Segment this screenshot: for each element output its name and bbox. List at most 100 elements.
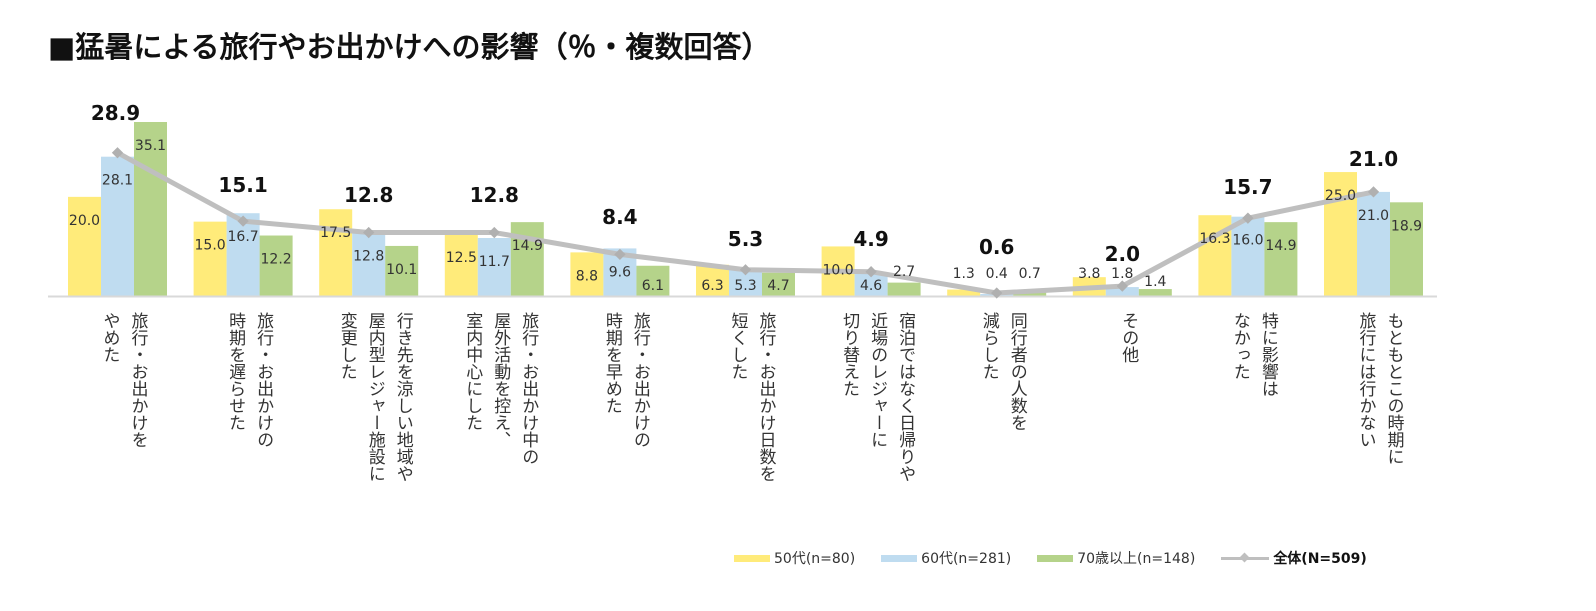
legend-label-50s: 50代(n=80): [774, 551, 856, 567]
chart-title: ■猛暑による旅行やお出かけへの影響（％・複数回答）: [48, 30, 771, 64]
total-marker: [488, 226, 500, 239]
bar-value-label: 6.3: [701, 278, 723, 294]
bar-value-label: 25.0: [1325, 188, 1356, 204]
total-value-label: 21.0: [1349, 147, 1398, 171]
legend-item-50s: 50代(n=80): [734, 548, 855, 568]
bar-value-label: 14.9: [512, 238, 543, 254]
bar-value-label: 18.9: [1391, 218, 1422, 234]
bar-value-label: 16.3: [1199, 231, 1230, 247]
total-value-label: 28.9: [91, 101, 140, 125]
bar-value-label: 10.1: [386, 262, 417, 278]
legend-line-marker-icon: [1221, 551, 1270, 565]
bar-value-label: 3.8: [1078, 266, 1100, 282]
bar-value-label: 17.5: [320, 225, 351, 241]
category-label: 旅行・お出かけ中の 屋外活動を控え、 室内中心にした: [462, 312, 539, 465]
bar-value-label: 4.6: [860, 278, 882, 294]
bar-value-label: 12.5: [446, 250, 477, 266]
legend-item-70plus: 70歳以上(n=148): [1037, 548, 1195, 568]
category-label: その他: [1118, 312, 1139, 363]
bar-70plus: [1138, 289, 1172, 296]
bar-value-label: 12.2: [261, 252, 292, 268]
category-label: 特に影響は なかった: [1229, 312, 1278, 397]
bar-70plus: [259, 235, 293, 296]
bar-value-label: 0.7: [1019, 266, 1041, 282]
bar-value-label: 12.8: [353, 249, 384, 265]
total-marker: [363, 226, 375, 239]
bar-60s: [477, 238, 511, 296]
bar-value-label: 5.3: [734, 278, 756, 294]
total-marker: [1367, 186, 1380, 198]
bar-60s: [1357, 191, 1390, 296]
category-label: 同行者の人数を 減らした: [978, 312, 1027, 431]
bar-60s: [101, 156, 134, 296]
legend-swatch-50s: [734, 554, 770, 562]
total-marker: [739, 264, 752, 276]
bar-value-label: 0.4: [986, 266, 1008, 282]
bar-50s: [319, 209, 353, 296]
bar-value-label: 15.0: [195, 238, 226, 254]
bar-70plus: [887, 282, 921, 296]
bar-50s: [570, 252, 604, 296]
bar-50s: [947, 289, 981, 296]
legend-swatch-60s: [881, 554, 918, 562]
bar-70plus: [1013, 292, 1047, 296]
bar-value-label: 16.0: [1232, 233, 1263, 249]
total-value-label: 2.0: [1105, 242, 1140, 266]
total-value-label: 5.3: [728, 227, 763, 251]
legend-label-60s: 60代(n=281): [921, 551, 1012, 567]
bar-value-label: 9.6: [609, 264, 631, 280]
bar-70plus: [385, 245, 419, 296]
bar-value-label: 28.1: [102, 173, 133, 189]
total-marker: [614, 248, 626, 261]
bar-value-label: 2.7: [893, 264, 915, 280]
bar-60s: [854, 273, 888, 296]
bar-value-label: 21.0: [1358, 208, 1389, 224]
bar-50s: [696, 264, 729, 296]
category-label: 旅行・お出かけの 時期を早めた: [601, 312, 650, 448]
bar-60s: [1231, 216, 1265, 296]
bar-70plus: [510, 222, 544, 296]
legend-swatch-70plus: [1037, 554, 1074, 562]
bar-value-label: 8.8: [576, 268, 598, 284]
bar-value-label: 1.8: [1111, 266, 1133, 282]
legend-item-60s: 60代(n=281): [881, 548, 1011, 568]
bar-50s: [444, 234, 478, 296]
category-label: 旅行・お出かけの 時期を遅らせた: [225, 312, 274, 448]
category-label: 旅行・お出かけ日数を 短くした: [727, 312, 776, 482]
total-marker: [991, 287, 1003, 299]
bar-value-label: 35.1: [135, 138, 166, 154]
legend: 50代(n=80) 60代(n=281) 70歳以上(n=148) 全体(N=5…: [734, 548, 1393, 568]
bar-70plus: [1390, 202, 1423, 296]
category-label: 宿泊ではなく日帰りや 近場のレジャーに 切り替えた: [839, 312, 916, 482]
bar-70plus: [134, 122, 167, 296]
total-value-label: 8.4: [602, 205, 637, 229]
bar-value-label: 11.7: [479, 254, 510, 270]
total-marker: [237, 215, 249, 227]
bar-value-label: 14.9: [1265, 238, 1296, 254]
bar-60s: [226, 213, 260, 296]
bar-70plus: [1264, 222, 1298, 296]
category-label: 行き先を涼しい地域や 屋内型レジャー施設に 変更した: [336, 312, 413, 482]
bar-70plus: [762, 272, 795, 296]
bar-value-label: 16.7: [228, 229, 259, 245]
bar-value-label: 1.3: [953, 266, 975, 282]
bar-value-label: 6.1: [642, 278, 664, 294]
bar-50s: [1324, 172, 1357, 296]
category-label: もともとこの時期に 旅行には行かない: [1355, 312, 1404, 465]
total-value-label: 4.9: [853, 227, 888, 251]
total-value-label: 15.1: [218, 173, 267, 197]
total-value-label: 0.6: [979, 235, 1014, 259]
total-value-label: 12.8: [470, 183, 519, 207]
bar-70plus: [636, 265, 670, 296]
bar-value-label: 20.0: [69, 213, 100, 229]
bar-50s: [68, 196, 101, 296]
bar-value-label: 10.0: [823, 262, 854, 278]
legend-label-total: 全体(N=509): [1273, 551, 1367, 567]
total-value-label: 15.7: [1223, 175, 1272, 199]
category-label: 旅行・お出かけを やめた: [99, 312, 148, 448]
legend-item-total: 全体(N=509): [1221, 548, 1367, 568]
total-marker: [1116, 280, 1128, 292]
total-marker: [1242, 212, 1254, 224]
bar-value-label: 4.7: [767, 278, 789, 294]
